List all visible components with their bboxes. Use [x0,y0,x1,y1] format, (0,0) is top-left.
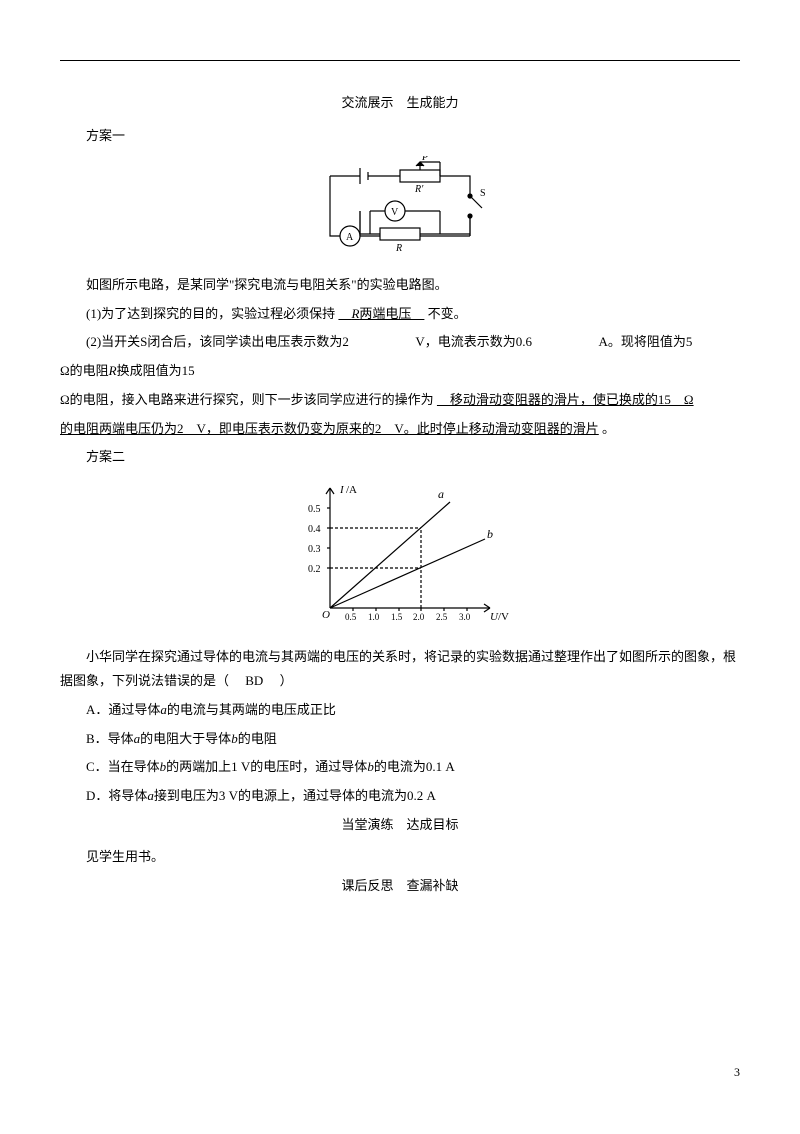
plan2-optA: A．通过导体a的电流与其两端的电压成正比 [60,698,740,723]
q1-answer: R两端电压 [338,306,424,321]
svg-text:0.2: 0.2 [308,564,321,575]
svg-text:/A: /A [346,484,357,496]
q1-prefix: (1)为了达到探究的目的，实验过程必须保持 [86,306,335,321]
svg-text:I: I [339,484,345,496]
svg-text:b: b [487,527,493,541]
q2-answer-p1: 移动滑动变阻器的滑片，使已换成的15 Ω [437,392,694,407]
svg-text:0.4: 0.4 [308,524,321,535]
q2-l3-prefix: Ω的电阻，接入电路来进行探究，则下一步该同学应进行的操作为 [60,392,434,407]
svg-text:1.0: 1.0 [368,612,380,622]
svg-text:0.5: 0.5 [308,504,321,515]
svg-text:V: V [391,207,399,218]
section2-text: 见学生用书。 [60,845,740,870]
svg-text:0.3: 0.3 [308,544,321,555]
plan2-intro: 小华同学在探究通过导体的电流与其两端的电压的关系时，将记录的实验数据通过整理作出… [60,645,740,694]
plan1-title: 方案一 [60,124,740,149]
svg-text:P: P [421,156,428,163]
circuit-diagram: P R′ S A V R [60,156,740,265]
plan1-intro: 如图所示电路，是某同学"探究电流与电阻关系"的实验电路图。 [60,273,740,298]
graph-diagram: I /A U /V O 0.2 0.3 0.4 0.5 0.5 1.0 1.5 … [60,478,740,637]
q2-answer-p2: 的电阻两端电压仍为2 V，即电压表示数仍变为原来的2 V。此时停止移动滑动变阻器… [60,421,599,436]
svg-text:R: R [395,243,402,254]
svg-text:2.0: 2.0 [413,612,425,622]
plan2-optC: C．当在导体b的两端加上1 V的电压时，通过导体b的电流为0.1 A [60,755,740,780]
q2-l2: Ω的电阻R换成阻值为15 [60,363,195,378]
svg-text:2.5: 2.5 [436,612,448,622]
top-rule [60,60,740,61]
plan1-q2-line4: 的电阻两端电压仍为2 V，即电压表示数仍变为原来的2 V。此时停止移动滑动变阻器… [60,417,740,442]
q2-l1-suffix: A。现将阻值为5 [599,334,693,349]
svg-text:O: O [322,609,330,621]
svg-text:R′: R′ [414,184,424,195]
svg-text:3.0: 3.0 [459,612,471,622]
q2-l1-prefix: (2)当开关S闭合后，该同学读出电压表示数为2 [86,334,349,349]
svg-text:S: S [480,188,486,199]
q2-l3-suffix: 。 [602,421,615,436]
page-number: 3 [734,1061,740,1084]
plan1-q1: (1)为了达到探究的目的，实验过程必须保持 R两端电压 不变。 [60,302,740,327]
plan2-optD: D．将导体a接到电压为3 V的电源上，通过导体的电流为0.2 A [60,784,740,809]
q1-suffix: 不变。 [428,306,467,321]
svg-text:a: a [438,487,444,501]
section3-header: 课后反思 查漏补缺 [60,874,740,899]
plan2-intro-suffix: ） [280,673,293,688]
plan1-q2-line1: (2)当开关S闭合后，该同学读出电压表示数为2 V，电流表示数为0.6 A。现将… [60,330,740,355]
plan1-q2-line3: Ω的电阻，接入电路来进行探究，则下一步该同学应进行的操作为 移动滑动变阻器的滑片… [60,388,740,413]
q2-l1-mid: V，电流表示数为0.6 [415,334,532,349]
plan2-intro-text: 小华同学在探究通过导体的电流与其两端的电压的关系时，将记录的实验数据通过整理作出… [60,649,736,689]
svg-text:A: A [346,232,354,243]
plan2-optB: B．导体a的电阻大于导体b的电阻 [60,727,740,752]
plan2-title: 方案二 [60,445,740,470]
section-header: 交流展示 生成能力 [60,91,740,116]
svg-text:0.5: 0.5 [345,612,357,622]
svg-text:1.5: 1.5 [391,612,403,622]
svg-text:/V: /V [498,611,509,623]
plan1-q2-line2: Ω的电阻R换成阻值为15 [60,359,740,384]
plan2-answer: BD [232,673,276,688]
section2-header: 当堂演练 达成目标 [60,813,740,838]
